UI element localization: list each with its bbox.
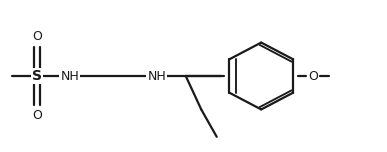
Text: O: O (32, 109, 42, 122)
Text: S: S (32, 69, 42, 83)
Text: NH: NH (147, 69, 166, 83)
Text: NH: NH (60, 69, 79, 83)
Text: O: O (32, 30, 42, 43)
Text: O: O (308, 69, 319, 83)
